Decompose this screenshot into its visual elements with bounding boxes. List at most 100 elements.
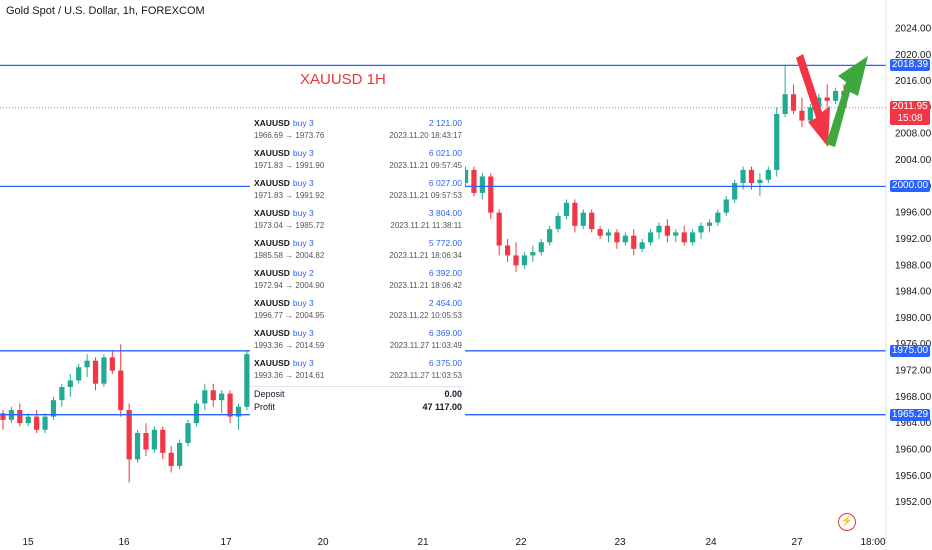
trade-side: buy 3 [292, 178, 314, 188]
x-tick-label: 15 [22, 537, 34, 548]
trade-amount: 6 369.00 [428, 328, 462, 338]
candle [151, 426, 157, 453]
candle [681, 225, 687, 246]
y-tick-label: 2016.00 [895, 76, 932, 87]
candle-body [504, 245, 511, 256]
candle [664, 219, 670, 243]
candle-body [774, 113, 780, 170]
candle [504, 238, 511, 262]
candle-body [555, 215, 561, 230]
candle [471, 166, 477, 197]
candle-body [126, 410, 132, 460]
candle-body [757, 179, 763, 184]
trade-symbol: XAUUSD buy 3 [254, 358, 314, 368]
trade-side: buy 3 [292, 298, 314, 308]
bolt-icon[interactable]: ⚡ [838, 513, 856, 531]
current-price-value: 2011.95 [892, 100, 928, 112]
trade-range: 1993.36 → 2014.59 [254, 341, 325, 350]
trade-list: XAUUSD buy 3 2 121.00 1966.69 → 1973.76 2023… [250, 114, 465, 384]
candle [227, 390, 233, 424]
candle-body [765, 169, 771, 180]
candle [126, 403, 132, 483]
candle [530, 245, 536, 262]
trade-amount: 2 454.00 [428, 298, 462, 308]
level-price-tag: 1965.29 [890, 408, 930, 421]
trade-symbol: XAUUSD buy 3 [254, 208, 314, 218]
candle [25, 413, 31, 427]
candle [622, 232, 628, 246]
trade-amount: 5 772.00 [428, 238, 462, 248]
candle-body [219, 393, 225, 401]
y-tick-label: 1992.00 [895, 234, 932, 245]
time-axis[interactable]: 15 16 17 20 21 22 23 24 27 18:00 [22, 537, 886, 548]
candle-body [50, 400, 57, 417]
trade-row: XAUUSD buy 3 6 021.00 1971.83 → 1991.90 2023… [250, 144, 465, 174]
candle-body [513, 255, 519, 266]
y-tick-label: 1964.00 [895, 418, 932, 429]
candle [210, 383, 216, 407]
candle [790, 84, 797, 114]
trade-range: 1985.58 → 2004.82 [254, 251, 325, 260]
candle-body [563, 202, 570, 216]
level-price-tag: 2018.39 [890, 59, 930, 72]
y-tick-label: 1976.00 [895, 339, 932, 350]
candle-body [479, 176, 485, 193]
candle-body [647, 232, 654, 243]
candle-body [118, 370, 124, 411]
candle [757, 173, 763, 197]
candle-body [151, 429, 157, 450]
trade-time: 2023.11.20 18:43:17 [389, 131, 462, 140]
candle-body [59, 387, 65, 401]
candle [690, 229, 696, 246]
x-tick-label: 20 [317, 537, 329, 548]
candle-body [656, 225, 662, 233]
candle [84, 354, 90, 378]
y-tick-label: 1952.00 [895, 497, 932, 508]
candle-body [732, 183, 738, 200]
trade-amount: 3 804.00 [428, 208, 462, 218]
trade-side: buy 3 [292, 118, 314, 128]
trade-time: 2023.11.27 11:03:53 [389, 371, 462, 380]
candle-body [193, 403, 200, 424]
trade-time: 2023.11.21 18:06:34 [389, 251, 462, 260]
trade-range: 1966.69 → 1973.76 [254, 131, 325, 140]
trade-side: buy 2 [292, 268, 314, 278]
trade-range: 1971.83 → 1991.92 [254, 191, 325, 200]
trade-time: 2023.11.27 11:03:49 [389, 341, 462, 350]
x-tick-label: 23 [614, 537, 626, 548]
trade-symbol: XAUUSD buy 3 [254, 118, 314, 128]
candle [715, 209, 721, 226]
arrows-layer [796, 54, 868, 147]
candle-body [488, 176, 494, 213]
candle [572, 199, 578, 233]
candle-body [782, 94, 788, 114]
candle [605, 229, 612, 243]
candle-body [17, 410, 23, 424]
candle-body [832, 90, 839, 101]
candle [50, 396, 57, 420]
candle [76, 363, 82, 384]
trade-row: XAUUSD buy 3 6 375.00 1993.36 → 2014.61 2023… [250, 354, 465, 384]
candle [193, 400, 200, 427]
candle-body [748, 169, 755, 184]
trade-range: 1971.83 → 1991.90 [254, 161, 325, 170]
candle [109, 350, 115, 374]
candle [101, 354, 107, 387]
price-axis[interactable]: 2024.002020.002016.002012.002008.002004.… [895, 23, 932, 508]
candle [765, 166, 771, 184]
current-price-tag: 2011.95 15:08 [890, 100, 930, 125]
candle [555, 212, 561, 233]
trade-symbol: XAUUSD buy 3 [254, 328, 314, 338]
candle [832, 87, 839, 105]
candle [639, 238, 645, 253]
trade-side: buy 3 [292, 358, 314, 368]
candle-body [177, 442, 183, 466]
y-tick-label: 1988.00 [895, 260, 932, 271]
candle-body [589, 212, 595, 230]
candle-body [631, 235, 637, 249]
candle-body [496, 212, 502, 246]
countdown-value: 15:08 [897, 112, 923, 124]
trade-side: buy 3 [292, 208, 314, 218]
trade-range: 1973.04 → 1985.72 [254, 221, 325, 230]
